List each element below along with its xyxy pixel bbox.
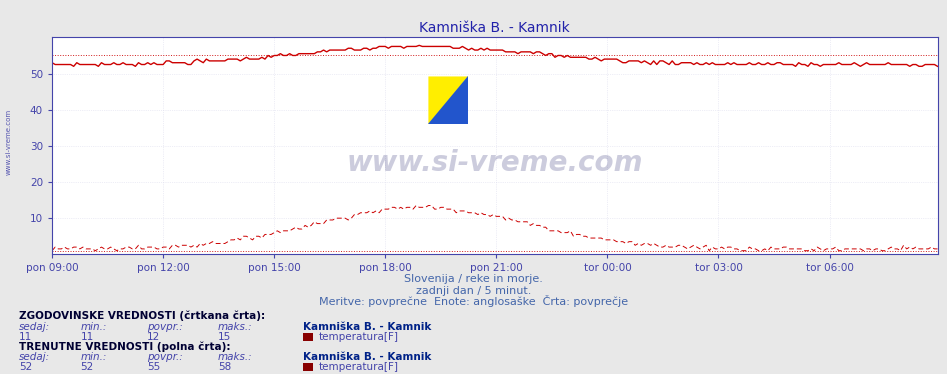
Text: Meritve: povprečne  Enote: anglosaške  Črta: povprečje: Meritve: povprečne Enote: anglosaške Črt… [319, 295, 628, 307]
Text: 15: 15 [218, 332, 231, 341]
Text: 11: 11 [80, 332, 94, 341]
Polygon shape [428, 76, 468, 124]
Text: www.si-vreme.com: www.si-vreme.com [347, 149, 643, 177]
Text: Kamniška B. - Kamnik: Kamniška B. - Kamnik [303, 322, 432, 332]
Text: 58: 58 [218, 362, 231, 371]
Text: 55: 55 [147, 362, 160, 371]
Text: ZGODOVINSKE VREDNOSTI (črtkana črta):: ZGODOVINSKE VREDNOSTI (črtkana črta): [19, 310, 265, 321]
Title: Kamniška B. - Kamnik: Kamniška B. - Kamnik [420, 21, 570, 35]
Polygon shape [428, 76, 468, 124]
Text: Kamniška B. - Kamnik: Kamniška B. - Kamnik [303, 352, 432, 362]
Text: sedaj:: sedaj: [19, 322, 50, 332]
Text: temperatura[F]: temperatura[F] [318, 362, 398, 371]
Text: min.:: min.: [80, 322, 107, 332]
Text: TRENUTNE VREDNOSTI (polna črta):: TRENUTNE VREDNOSTI (polna črta): [19, 341, 230, 352]
Text: Slovenija / reke in morje.: Slovenija / reke in morje. [404, 275, 543, 284]
Text: povpr.:: povpr.: [147, 352, 183, 362]
Text: www.si-vreme.com: www.si-vreme.com [6, 109, 11, 175]
Text: min.:: min.: [80, 352, 107, 362]
Text: 11: 11 [19, 332, 32, 341]
Text: sedaj:: sedaj: [19, 352, 50, 362]
Text: povpr.:: povpr.: [147, 322, 183, 332]
Text: maks.:: maks.: [218, 352, 253, 362]
Text: zadnji dan / 5 minut.: zadnji dan / 5 minut. [416, 286, 531, 295]
Text: 52: 52 [80, 362, 94, 371]
Text: 12: 12 [147, 332, 160, 341]
Text: temperatura[F]: temperatura[F] [318, 332, 398, 341]
Text: maks.:: maks.: [218, 322, 253, 332]
Text: 52: 52 [19, 362, 32, 371]
